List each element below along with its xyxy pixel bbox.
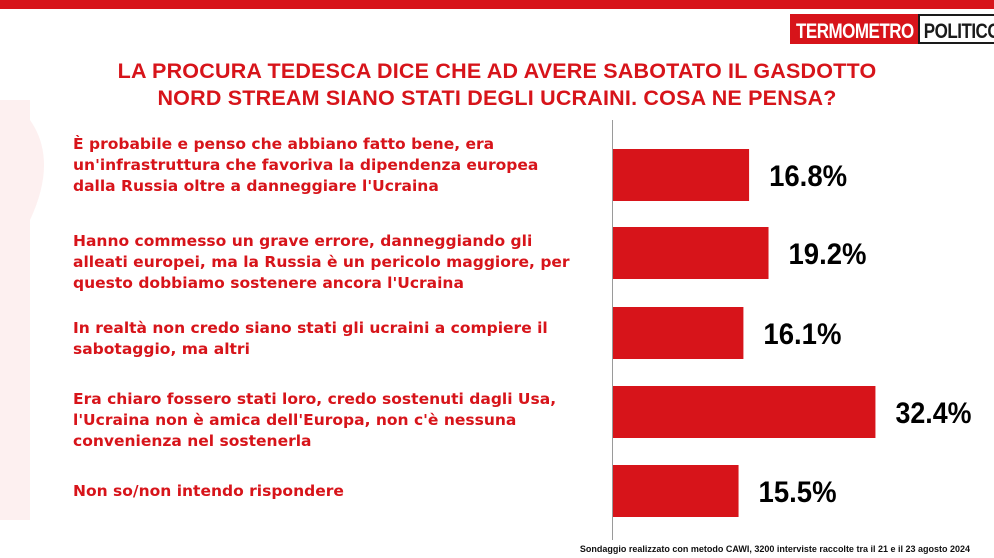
- category-label-line: alleati europei, ma la Russia è un peric…: [73, 253, 570, 271]
- category-label-line: Non so/non intendo rispondere: [73, 482, 344, 500]
- chart-title-line-2: NORD STREAM SIANO STATI DEGLI UCRAINI. C…: [157, 86, 837, 110]
- watermark-shape: [0, 100, 44, 520]
- category-labels: È probabile e penso che abbiano fatto be…: [73, 0, 613, 558]
- category-label-line: l'Ucraina non è amica dell'Europa, non c…: [73, 411, 517, 429]
- bar-1: [613, 149, 750, 201]
- bar-value-label-5: 15.5%: [759, 476, 837, 509]
- category-label-line: dalla Russia oltre a danneggiare l'Ucrai…: [73, 177, 439, 195]
- logo-left-text: TERMOMETRO: [790, 14, 918, 44]
- top-accent-bar: [0, 0, 994, 9]
- bar-2: [613, 227, 769, 279]
- category-label-line: È probabile e penso che abbiano fatto be…: [73, 135, 495, 153]
- category-label-line: Hanno commesso un grave errore, danneggi…: [73, 232, 533, 250]
- bar-value-label-3: 16.1%: [763, 318, 841, 351]
- logo-right-box: POLITICO: [917, 14, 994, 44]
- logo-right-text: POLITICO: [923, 19, 994, 43]
- chart-title-line-1: LA PROCURA TEDESCA DICE CHE AD AVERE SAB…: [117, 59, 877, 83]
- footer-note: Sondaggio realizzato con metodo CAWI, 32…: [579, 544, 970, 554]
- bar-3: [613, 307, 744, 359]
- category-label-line: In realtà non credo siano stati gli ucra…: [73, 319, 548, 337]
- category-label-2: Hanno commesso un grave errore, danneggi…: [73, 231, 618, 294]
- category-label-1: È probabile e penso che abbiano fatto be…: [73, 134, 618, 197]
- category-label-line: convenienza nel sostenerla: [73, 432, 312, 450]
- category-label-line: sabotaggio, ma altri: [73, 340, 250, 358]
- bar-value-label-2: 19.2%: [789, 238, 867, 271]
- brand-logo: TERMOMETRO POLITICO: [790, 14, 994, 44]
- chart-axis-line: [612, 120, 613, 540]
- bar-value-label-4: 32.4%: [895, 397, 971, 430]
- bar-value-label-1: 16.8%: [769, 160, 847, 193]
- category-label-4: Era chiaro fossero stati loro, credo sos…: [73, 389, 618, 452]
- chart-title: LA PROCURA TEDESCA DICE CHE AD AVERE SAB…: [0, 58, 994, 112]
- category-label-5: Non so/non intendo rispondere: [73, 481, 618, 502]
- bar-4: [613, 386, 876, 438]
- category-label-line: un'infrastruttura che favoriva la dipend…: [73, 156, 539, 174]
- category-label-3: In realtà non credo siano stati gli ucra…: [73, 318, 618, 360]
- bar-5: [613, 465, 739, 517]
- category-label-line: Era chiaro fossero stati loro, credo sos…: [73, 390, 557, 408]
- category-label-line: questo dobbiamo sostenere ancora l'Ucrai…: [73, 274, 464, 292]
